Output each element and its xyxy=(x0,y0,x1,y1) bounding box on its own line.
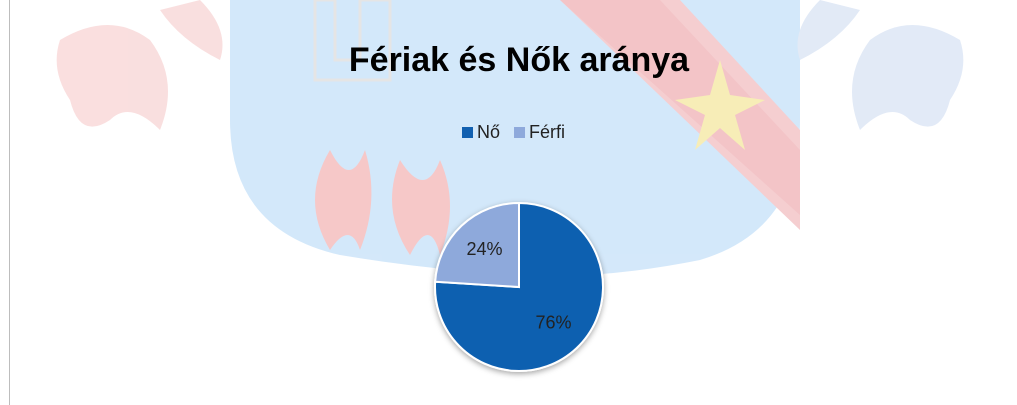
legend-label: Nő xyxy=(477,122,500,142)
chart-title: Fériak és Nők aránya xyxy=(349,41,690,79)
legend-swatch xyxy=(514,127,525,138)
data-label: 24% xyxy=(466,239,502,259)
legend-label: Férfi xyxy=(529,122,565,142)
pie xyxy=(435,203,603,371)
data-label: 76% xyxy=(535,312,571,332)
chart: Fériak és Nők aránya Nő Férfi 76% 24% xyxy=(0,0,1017,405)
legend-swatch xyxy=(462,127,473,138)
